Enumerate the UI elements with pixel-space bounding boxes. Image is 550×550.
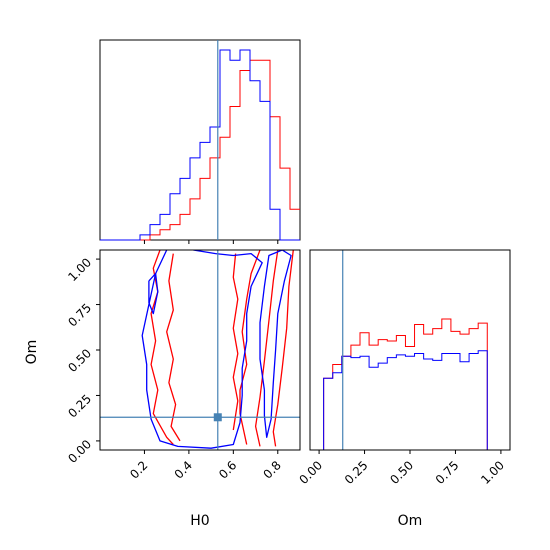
h0-hist-plot-area <box>100 40 300 241</box>
om-y-axis-label: Om <box>24 340 40 365</box>
contour-frame <box>99 249 301 451</box>
panel-om-histogram: 0.00 0.25 0.50 0.75 1.00 Om <box>296 249 511 529</box>
h0-hist-frame <box>99 39 301 241</box>
contour-blue-2 <box>259 250 292 438</box>
h0-xtick-label-2: 0.6 <box>216 458 239 481</box>
om-hist-red-series <box>310 318 510 451</box>
om-ytick-label-1: 0.25 <box>65 392 94 421</box>
contour-red-5 <box>272 250 294 447</box>
om-ytick-label-0: 0.00 <box>65 437 94 466</box>
h0-hist-blue-series <box>100 49 300 241</box>
om-hist-blue-series <box>310 350 510 451</box>
h0-xtick-label-1: 0.4 <box>172 458 195 481</box>
om-xtick-label-2: 0.50 <box>387 458 416 487</box>
contour-truth-marker <box>213 413 222 422</box>
panel-h0-om-contour: 0.2 0.4 0.6 0.8 0.00 0.25 0.50 0.75 1.00 H0 Om <box>24 249 301 529</box>
h0-xtick-label-3: 0.8 <box>260 458 283 481</box>
om-ytick-label-2: 0.50 <box>65 346 94 375</box>
contour-red-4 <box>254 250 279 447</box>
contour-red-1 <box>166 253 181 442</box>
contour-red-2 <box>232 253 239 431</box>
contour-plot-area <box>100 250 300 450</box>
om-xtick-label-1: 0.25 <box>342 458 371 487</box>
om-xtick-label-4: 1.00 <box>478 458 507 487</box>
contour-blue-0 <box>141 250 263 449</box>
om-hist-plot-area <box>310 250 510 451</box>
h0-axis-label: H0 <box>190 513 209 529</box>
om-hist-ticks: 0.00 0.25 0.50 0.75 1.00 <box>296 450 507 487</box>
contour-lines-group <box>100 250 300 450</box>
h0-xtick-label-0: 0.2 <box>127 458 150 481</box>
om-hist-frame <box>309 249 511 451</box>
contour-y-ticks: 0.00 0.25 0.50 0.75 1.00 <box>65 255 100 466</box>
om-xtick-label-0: 0.00 <box>296 458 325 487</box>
panel-h0-histogram <box>99 39 301 244</box>
contour-red-3 <box>239 250 261 445</box>
h0-hist-ticks <box>143 240 279 244</box>
h0-hist-red-series <box>100 59 300 241</box>
om-xtick-label-3: 0.75 <box>433 458 462 487</box>
contour-blue-1 <box>148 272 159 315</box>
om-ytick-label-3: 0.75 <box>65 301 94 330</box>
contour-red-0 <box>150 250 174 445</box>
om-x-axis-label: Om <box>398 513 423 529</box>
om-ytick-label-4: 1.00 <box>65 255 94 284</box>
contour-x-ticks: 0.2 0.4 0.6 0.8 <box>127 450 284 482</box>
